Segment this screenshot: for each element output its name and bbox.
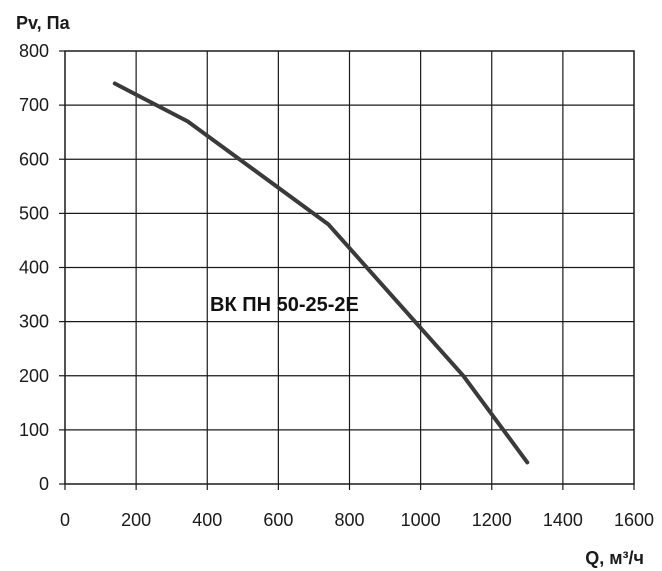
y-tick-label: 500	[19, 203, 49, 223]
y-tick-label: 400	[19, 258, 49, 278]
series-line	[112, 81, 530, 465]
series-label: ВК ПН 50-25-2Е	[210, 294, 359, 316]
x-tick-label: 1400	[543, 510, 583, 530]
y-tick-labels: 0 100 200 300 400 500 600 700 800	[19, 41, 49, 494]
x-tick-label: 800	[334, 510, 364, 530]
grid	[65, 51, 634, 484]
y-tick-label: 800	[19, 41, 49, 61]
y-axis-title: Pv, Па	[16, 13, 71, 33]
y-tick-label: 200	[19, 366, 49, 386]
tick-marks	[59, 50, 635, 490]
x-tick-label: 1000	[401, 510, 441, 530]
x-tick-label: 1600	[614, 510, 654, 530]
y-tick-label: 0	[39, 474, 49, 494]
x-axis-title: Q, м³/ч	[585, 548, 644, 568]
y-tick-label: 700	[19, 95, 49, 115]
x-tick-label: 200	[121, 510, 151, 530]
x-tick-label: 600	[263, 510, 293, 530]
x-tick-labels: 0 200 400 600 800 1000 1200 1400 1600	[60, 510, 654, 530]
x-tick-label: 400	[192, 510, 222, 530]
series	[112, 81, 530, 465]
y-tick-label: 100	[19, 420, 49, 440]
x-tick-label: 1200	[472, 510, 512, 530]
y-tick-label: 300	[19, 312, 49, 332]
y-tick-label: 600	[19, 149, 49, 169]
x-tick-label: 0	[60, 510, 70, 530]
